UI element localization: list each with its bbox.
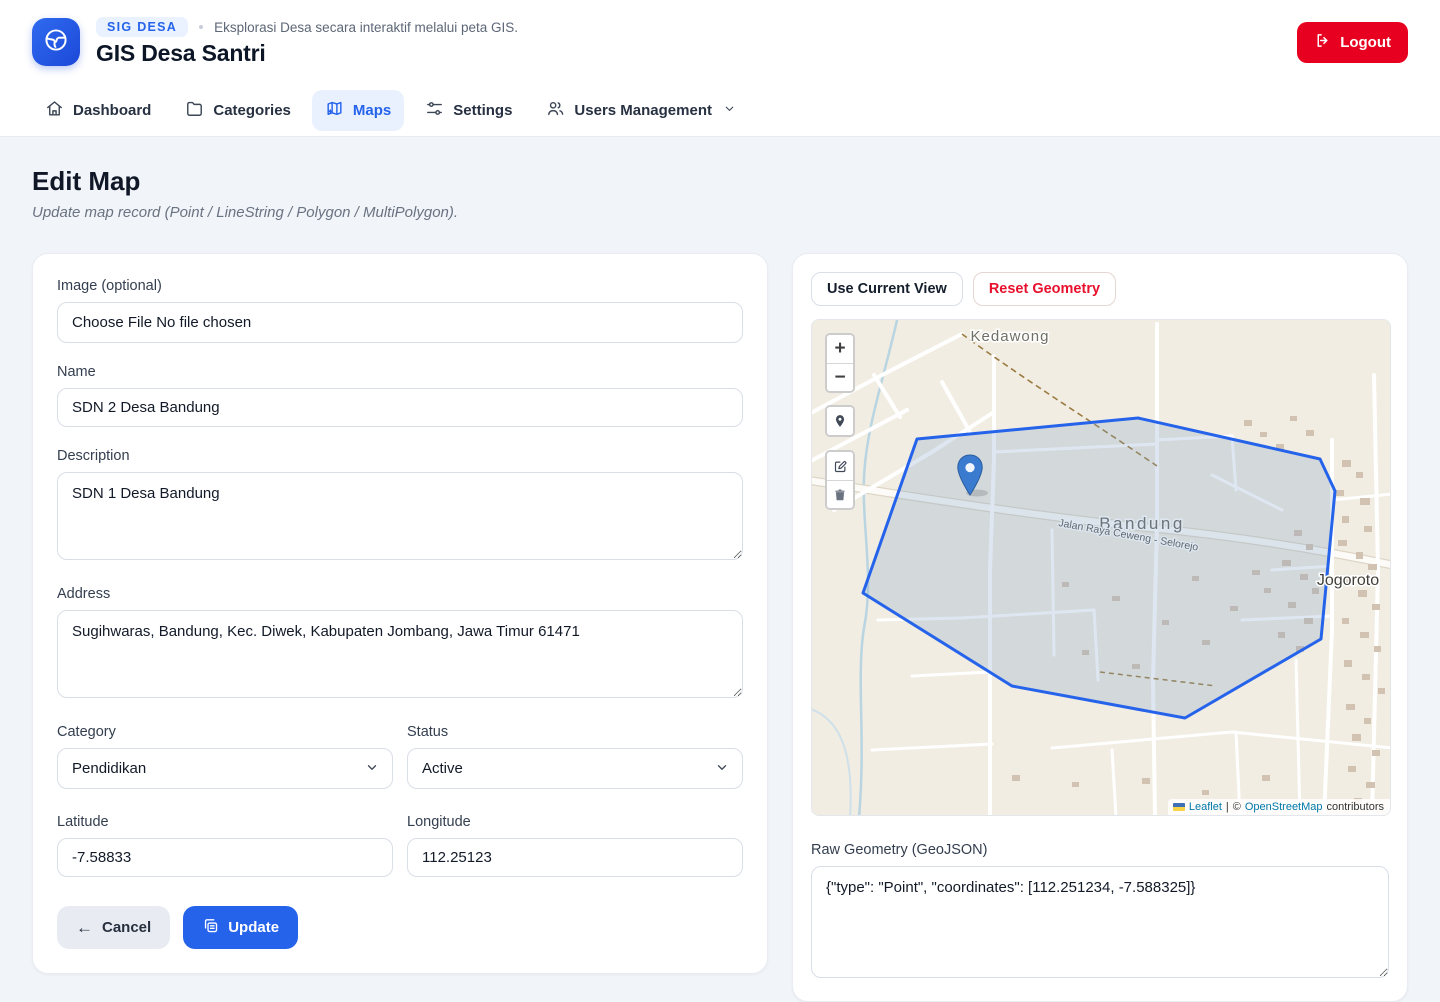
save-icon [202,917,219,938]
raw-geometry-textarea[interactable]: {"type": "Point", "coordinates": [112.25… [811,866,1389,978]
edit-form-card: Image (optional) Choose File No file cho… [32,253,768,974]
edit-delete-control [825,450,855,510]
home-icon [45,99,64,122]
latitude-input[interactable] [57,838,393,877]
nav-dashboard[interactable]: Dashboard [32,90,164,131]
users-icon [546,99,565,122]
map-attribution: Leaflet | © OpenStreetMap contributors [1167,799,1390,815]
brand-tagline: Eksplorasi Desa secara interaktif melalu… [214,19,519,35]
app-header: SIG DESA Eksplorasi Desa secara interakt… [0,0,1440,84]
zoom-out-button[interactable]: − [827,363,853,391]
longitude-input[interactable] [407,838,743,877]
chevron-down-icon [723,102,736,119]
app-title: GIS Desa Santri [96,40,266,66]
logout-button[interactable]: Logout [1297,21,1408,63]
leaflet-link[interactable]: Leaflet [1188,801,1222,813]
zoom-control: + − [825,333,855,393]
category-label: Category [57,724,116,740]
folder-icon [185,99,204,122]
name-input[interactable] [57,388,743,427]
logout-icon [1314,32,1331,53]
zoom-in-button[interactable]: + [827,335,853,363]
update-button[interactable]: Update [183,906,299,949]
image-label: Image (optional) [57,278,162,294]
brand-badge: SIG DESA [96,17,189,37]
map-card: Use Current View Reset Geometry [792,253,1408,1002]
map-label-bandung: Bandung [1099,514,1185,533]
main-nav: Dashboard Categories Maps Settings [0,84,1440,137]
page-title: Edit Map [32,166,141,196]
map-label-kedawong: Kedawong [971,328,1050,345]
nav-users-management[interactable]: Users Management [533,90,749,131]
description-textarea[interactable]: SDN 1 Desa Bandung [57,472,743,560]
map-icon [325,99,344,122]
address-textarea[interactable]: Sugihwaras, Bandung, Kec. Diwek, Kabupat… [57,610,743,698]
nav-maps[interactable]: Maps [311,89,405,131]
nav-categories[interactable]: Categories [172,90,304,131]
longitude-label: Longitude [407,814,471,830]
draw-marker-button[interactable] [827,407,853,435]
draw-marker-control [825,405,855,437]
chevron-down-icon [366,760,378,777]
reset-geometry-button[interactable]: Reset Geometry [972,272,1117,306]
separator-dot [199,25,204,29]
use-current-view-button[interactable]: Use Current View [811,272,963,306]
arrow-left-icon: ← [76,918,93,937]
app-logo [32,18,80,66]
sliders-icon [425,99,444,122]
ukraine-flag-icon [1172,803,1185,811]
description-label: Description [57,448,130,464]
osm-link[interactable]: OpenStreetMap [1244,801,1323,813]
brand: SIG DESA Eksplorasi Desa secara interakt… [32,17,518,67]
cancel-button[interactable]: ← Cancel [57,906,171,949]
page-subtitle: Update map record (Point / LineString / … [32,204,459,221]
latitude-label: Latitude [57,814,109,830]
leaflet-map[interactable]: Bandung Jalan Raya Ceweng - Selorejo Ked… [811,319,1391,816]
chevron-down-icon [716,760,728,777]
globe-icon [42,26,70,59]
map-label-jogoroto: Jogoroto [1317,572,1379,589]
geometry-polygon[interactable] [861,416,1337,720]
nav-settings[interactable]: Settings [412,90,525,131]
delete-geometry-button[interactable] [827,480,853,508]
brand-text: SIG DESA Eksplorasi Desa secara interakt… [96,17,518,67]
raw-geometry-label: Raw Geometry (GeoJSON) [811,842,988,858]
address-label: Address [57,586,111,602]
status-label: Status [407,724,449,740]
category-select[interactable]: Pendidikan [57,748,393,789]
name-label: Name [57,364,96,380]
image-file-input[interactable]: Choose File No file chosen [57,302,743,343]
status-select[interactable]: Active [407,748,743,789]
map-tiles: Bandung Jalan Raya Ceweng - Selorejo Ked… [812,320,1390,815]
map-marker-icon[interactable] [957,454,988,497]
main-content: Edit Map Update map record (Point / Line… [0,137,1440,1002]
edit-geometry-button[interactable] [827,452,853,480]
